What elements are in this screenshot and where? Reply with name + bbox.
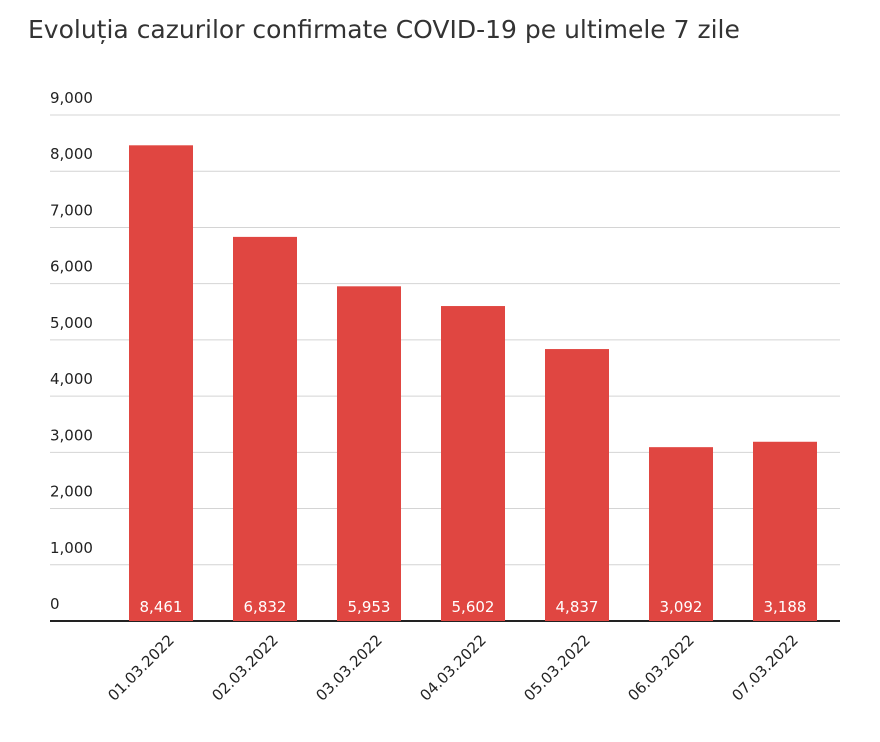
y-tick-label: 8,000 bbox=[50, 145, 93, 163]
value-label: 5,953 bbox=[348, 598, 391, 616]
y-tick-label: 4,000 bbox=[50, 370, 93, 388]
y-tick-label: 3,000 bbox=[50, 426, 93, 444]
x-tick-label: 06.03.2022 bbox=[624, 631, 697, 704]
value-label: 8,461 bbox=[140, 598, 183, 616]
bar bbox=[233, 236, 297, 621]
y-tick-label: 0 bbox=[50, 595, 60, 613]
chart-title: Evoluția cazurilor confirmate COVID-19 p… bbox=[28, 15, 740, 44]
y-tick-label: 9,000 bbox=[50, 89, 93, 107]
x-tick-label: 02.03.2022 bbox=[208, 631, 281, 704]
x-tick-label: 03.03.2022 bbox=[312, 631, 385, 704]
value-label: 6,832 bbox=[244, 598, 287, 616]
value-label: 4,837 bbox=[556, 598, 599, 616]
y-tick-label: 2,000 bbox=[50, 483, 93, 501]
bar bbox=[753, 441, 817, 621]
y-tick-label: 5,000 bbox=[50, 314, 93, 332]
bar bbox=[545, 349, 609, 621]
value-label: 3,092 bbox=[660, 598, 703, 616]
x-tick-label: 04.03.2022 bbox=[416, 631, 489, 704]
bar bbox=[649, 447, 713, 621]
y-tick-label: 7,000 bbox=[50, 201, 93, 219]
y-tick-label: 1,000 bbox=[50, 539, 93, 557]
value-label: 3,188 bbox=[764, 598, 807, 616]
bar bbox=[337, 286, 401, 621]
x-tick-label: 01.03.2022 bbox=[104, 631, 177, 704]
y-tick-label: 6,000 bbox=[50, 258, 93, 276]
x-tick-label: 05.03.2022 bbox=[520, 631, 593, 704]
x-tick-label: 07.03.2022 bbox=[728, 631, 801, 704]
value-label: 5,602 bbox=[452, 598, 495, 616]
bar bbox=[441, 306, 505, 621]
bar bbox=[129, 145, 193, 621]
